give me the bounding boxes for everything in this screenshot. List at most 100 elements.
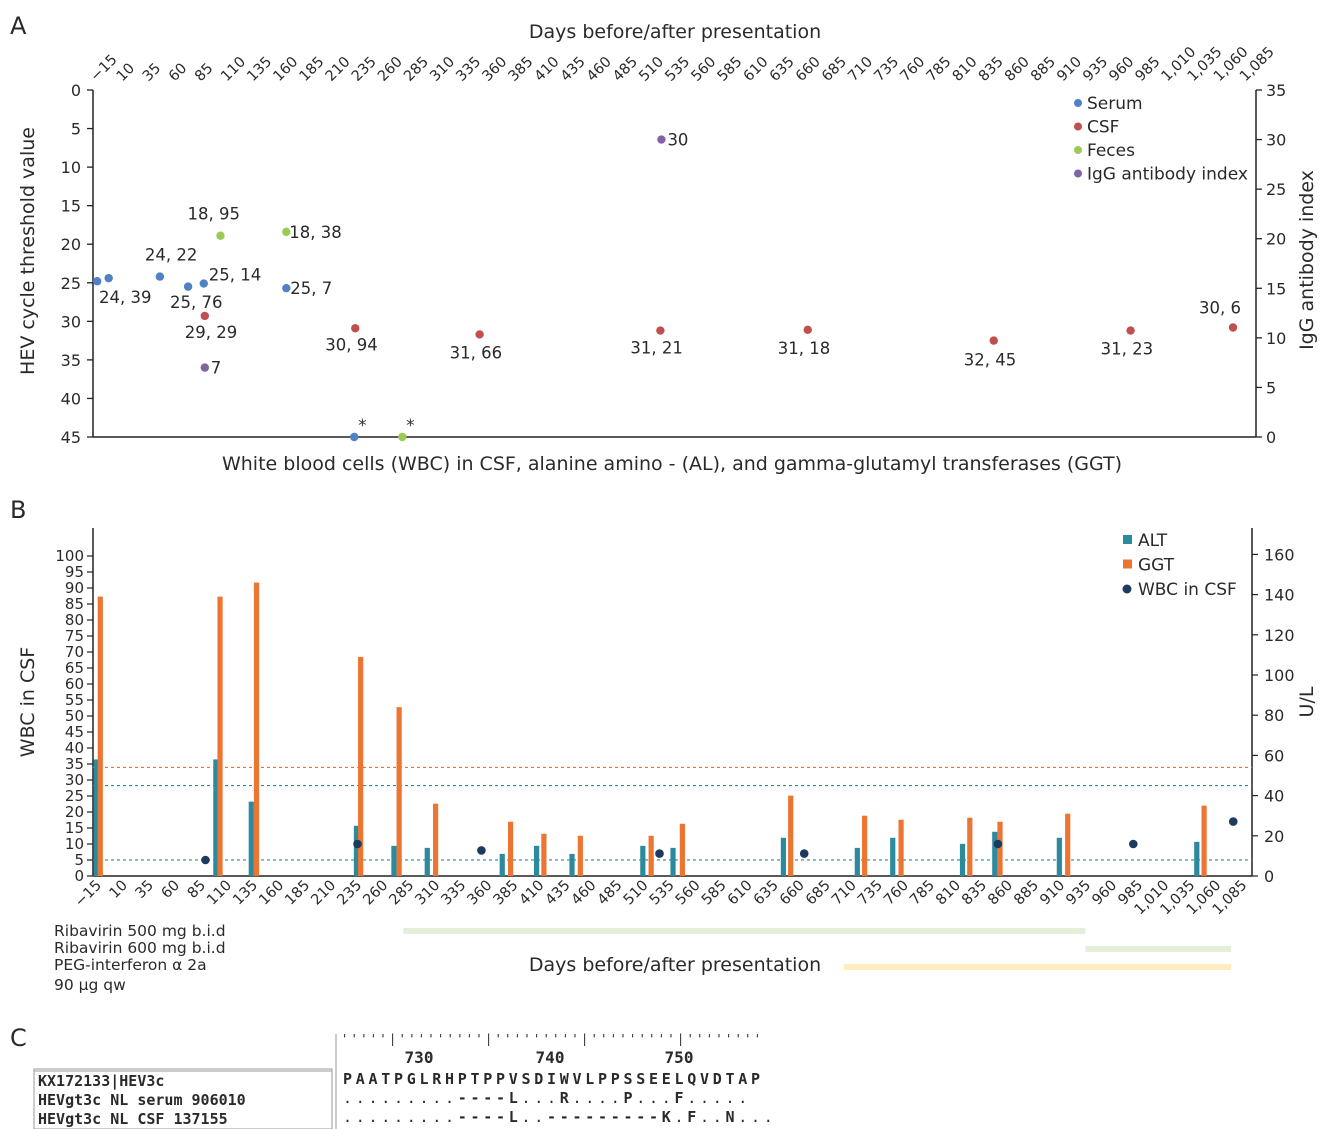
x-tick-label: 710: [829, 878, 860, 909]
data-point: [199, 279, 208, 288]
panel-b-treatments: [403, 928, 1232, 970]
data-label: 25, 76: [170, 293, 222, 312]
x-tick-label: 60: [159, 878, 183, 902]
y-tick-label: 5: [71, 120, 81, 139]
bar: [679, 823, 685, 876]
panel-a-data-points: [92, 135, 1238, 442]
y-tick-label: 40: [61, 389, 81, 408]
sequence-residue: .: [547, 1089, 556, 1107]
sequence-residue: .: [649, 1089, 658, 1107]
data-point: [803, 325, 812, 335]
alignment-position-730: 730: [405, 1048, 434, 1067]
y2-tick-label: 160: [1264, 545, 1295, 564]
legend-marker: [1074, 146, 1082, 154]
sequence-residue: .: [687, 1089, 696, 1107]
sequence-residue: .: [432, 1089, 441, 1107]
panel-b-right-ticks: 0 20 40 60 80 100 120 140 160: [1252, 545, 1295, 886]
x-tick-label: 860: [1002, 54, 1033, 85]
legend-marker: [1074, 169, 1082, 178]
panel-b-reference-lines: [93, 766, 1252, 861]
bar: [358, 656, 364, 876]
sequence-residue: .: [381, 1108, 390, 1126]
y-tick-label: 10: [61, 158, 81, 177]
bar: [854, 847, 860, 876]
y2-tick-label: 0: [1264, 867, 1274, 886]
data-point: [993, 839, 1003, 849]
data-label: 31, 23: [1101, 340, 1153, 359]
data-point: [657, 135, 666, 144]
y2-tick-label: 25: [1266, 180, 1286, 199]
sequence-residue: -: [649, 1108, 658, 1126]
sequence-residue: .: [700, 1089, 709, 1107]
y-tick-label: 45: [65, 723, 84, 741]
bar: [862, 815, 868, 876]
x-tick-label: 835: [959, 878, 990, 909]
sequence-residue: .: [662, 1089, 671, 1107]
data-label: 24, 39: [99, 288, 151, 307]
sequence-residue: V: [573, 1070, 582, 1088]
panel-a-left-ticks: 0 5 10 15 20 25 30 35 40 45: [61, 81, 93, 447]
data-label: 7: [211, 359, 222, 378]
x-tick-label: 35: [140, 60, 164, 84]
data-point: [1128, 839, 1138, 849]
panel-a-title: Days before/after presentation: [529, 21, 821, 43]
sequence-residue: Q: [687, 1070, 696, 1088]
sequence-residue: -: [547, 1108, 556, 1126]
y-tick-label: 50: [65, 707, 84, 725]
sequence-residue: P: [496, 1070, 505, 1088]
sequence-residue: .: [573, 1089, 582, 1107]
x-tick-label: 510: [636, 54, 667, 85]
bar: [217, 596, 223, 876]
y-tick-label: 85: [65, 595, 84, 613]
panel-b-ylabel: WBC in CSF: [17, 647, 39, 757]
bar: [648, 835, 654, 876]
sequence-residue: P: [624, 1089, 633, 1107]
bar: [898, 819, 904, 876]
data-label: 31, 66: [450, 343, 502, 362]
bar: [780, 837, 787, 876]
data-point: [183, 282, 193, 291]
sequence-residue: .: [381, 1089, 390, 1107]
panel-b-bars: [93, 582, 1207, 876]
data-point: [104, 273, 113, 283]
x-tick-label: 810: [933, 878, 964, 909]
panel-a-label: A: [10, 12, 27, 40]
y-tick-label: 35: [61, 351, 81, 370]
sequence-residue: -: [483, 1089, 492, 1107]
sequence-residue: W: [560, 1070, 570, 1088]
y-tick-label: 100: [55, 547, 84, 565]
y-tick-label: 80: [65, 611, 84, 629]
x-tick-label: 85: [192, 60, 216, 84]
bar: [248, 801, 254, 876]
sequence-residue: .: [675, 1108, 684, 1126]
sequence-residue: P: [343, 1070, 352, 1088]
data-point: [655, 849, 664, 858]
alignment-row-name: HEVgt3c NL CSF 137155: [38, 1110, 228, 1128]
sequence-residue: .: [369, 1108, 378, 1126]
data-point: [282, 283, 291, 293]
sequence-residue: G: [407, 1070, 416, 1088]
sequence-residue: A: [738, 1070, 747, 1088]
sequence-residue: L: [509, 1108, 518, 1126]
y2-tick-label: 10: [1266, 329, 1286, 348]
sequence-residue: -: [585, 1108, 594, 1126]
treatment-bar: [843, 964, 1232, 970]
sequence-residue: .: [764, 1108, 773, 1126]
sequence-residue: A: [356, 1070, 365, 1088]
bar: [1065, 813, 1071, 876]
panel-b-treatment-label-ribavirin600: Ribavirin 600 mg b.i.d: [54, 939, 226, 957]
x-tick-label: 410: [517, 878, 548, 909]
x-tick-label: 910: [1054, 54, 1085, 85]
panel-b-wbc-points: [201, 817, 1238, 865]
bar: [353, 825, 360, 876]
x-tick-label: 960: [1106, 54, 1137, 85]
bar: [890, 837, 896, 876]
sequence-residue: H: [445, 1070, 454, 1088]
y2-tick-label: 20: [1266, 230, 1286, 249]
data-label: 24, 22: [145, 246, 197, 265]
x-tick-label: 60: [166, 60, 190, 84]
sequence-residue: S: [624, 1070, 633, 1088]
data-label: 31, 18: [778, 339, 830, 358]
bar: [1194, 841, 1200, 876]
alignment-ruler: ' ' ' ' ' | ' ' ' ' ' ' ' ' ' | ' ' ' ' …: [341, 1032, 761, 1046]
